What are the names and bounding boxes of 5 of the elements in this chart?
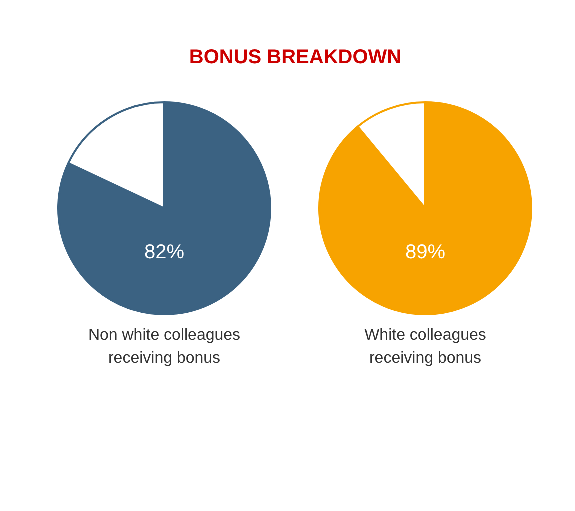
text: Non white colleagues receiving bonus [88,327,241,367]
chart-title: BONUS BREAKDOWN [189,46,402,68]
text: White colleagues receiving bonus [364,327,486,367]
data-label: 89% [405,242,446,264]
data-label: 82% [144,242,185,264]
